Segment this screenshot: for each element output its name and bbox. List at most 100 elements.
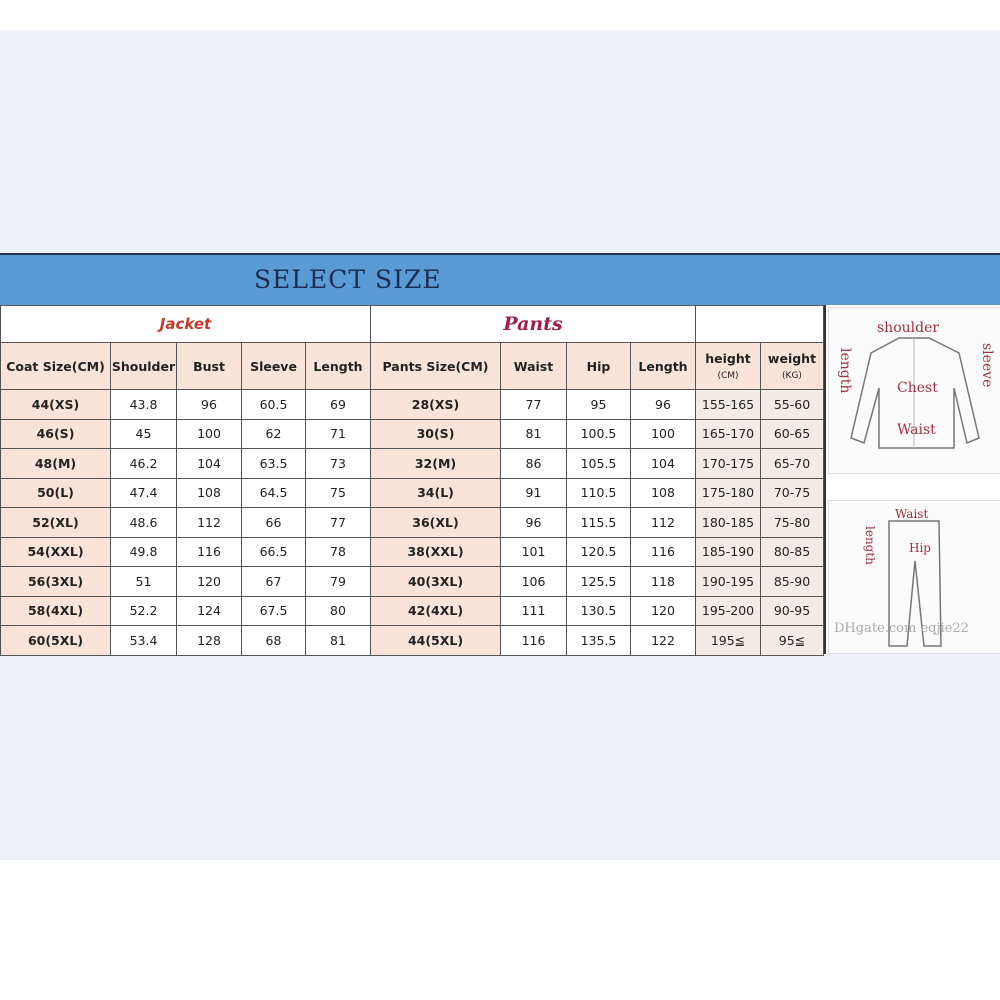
- jacket-cell: 46.2: [110, 448, 177, 479]
- coat-size-cell: 48(M): [0, 448, 111, 479]
- table-row: 56(3XL) 51 120 67 79 40(3XL) 106 125.5 118 190-19…: [0, 566, 824, 597]
- coat-size-cell: 52(XL): [0, 507, 111, 538]
- jacket-section-header: Jacket: [0, 305, 371, 343]
- chest-label: Chest: [897, 380, 938, 396]
- pants-diagram: Waist length Hip DHgate.com eqjie22: [828, 500, 1000, 654]
- column-header: Sleeve: [241, 342, 306, 390]
- jacket-cell: 45: [110, 418, 177, 449]
- weight-cell: 90-95: [760, 595, 824, 626]
- height-cell: 190-195: [695, 566, 761, 597]
- pants-cell: 105.5: [566, 448, 631, 479]
- measurement-diagrams: shoulder length sleeve Chest Waist Waist…: [824, 305, 1000, 654]
- jacket-cell: 124: [176, 595, 242, 626]
- column-header: Hip: [566, 342, 631, 390]
- height-cell: 170-175: [695, 448, 761, 479]
- jacket-cell: 66.5: [241, 536, 306, 567]
- pants-cell: 77: [500, 389, 567, 420]
- coat-size-cell: 44(XS): [0, 389, 111, 420]
- jacket-cell: 67: [241, 566, 306, 597]
- jacket-cell: 80: [305, 595, 371, 626]
- pants-size-cell: 36(XL): [370, 507, 501, 538]
- coat-size-cell: 50(L): [0, 477, 111, 508]
- jacket-cell: 51: [110, 566, 177, 597]
- pants-size-cell: 34(L): [370, 477, 501, 508]
- pants-section-header: Pants: [370, 305, 696, 343]
- pants-cell: 108: [630, 477, 696, 508]
- coat-size-cell: 60(5XL): [0, 625, 111, 656]
- height-cell: 155-165: [695, 389, 761, 420]
- weight-cell: 80-85: [760, 536, 824, 567]
- pants-cell: 125.5: [566, 566, 631, 597]
- pants-size-cell: 42(4XL): [370, 595, 501, 626]
- pants-cell: 81: [500, 418, 567, 449]
- jacket-cell: 43.8: [110, 389, 177, 420]
- column-header: Bust: [176, 342, 242, 390]
- jacket-cell: 69: [305, 389, 371, 420]
- height-cell: 180-185: [695, 507, 761, 538]
- height-cell: 175-180: [695, 477, 761, 508]
- pants-cell: 104: [630, 448, 696, 479]
- pants-size-cell: 28(XS): [370, 389, 501, 420]
- column-header: Coat Size(CM): [0, 342, 111, 390]
- header-unit: (CM): [717, 371, 739, 381]
- coat-size-cell: 58(4XL): [0, 595, 111, 626]
- pants-cell: 120: [630, 595, 696, 626]
- height-cell: 195≦: [695, 625, 761, 656]
- pants-cell: 95: [566, 389, 631, 420]
- pants-waist-label: Waist: [895, 507, 929, 521]
- jacket-cell: 116: [176, 536, 242, 567]
- table-row: 46(S) 45 100 62 71 30(S) 81 100.5 100 165-170 60-6…: [0, 418, 824, 449]
- table-row: 54(XXL) 49.8 116 66.5 78 38(XXL) 101 120.5 116 18…: [0, 536, 824, 567]
- pants-size-cell: 30(S): [370, 418, 501, 449]
- jacket-illustration: [850, 337, 980, 449]
- weight-cell: 65-70: [760, 448, 824, 479]
- pants-cell: 100: [630, 418, 696, 449]
- jacket-cell: 66: [241, 507, 306, 538]
- jacket-cell: 128: [176, 625, 242, 656]
- column-header: Length: [305, 342, 371, 390]
- watermark: DHgate.com eqjie22: [834, 621, 969, 636]
- jacket-cell: 73: [305, 448, 371, 479]
- jacket-cell: 120: [176, 566, 242, 597]
- jacket-cell: 100: [176, 418, 242, 449]
- jacket-cell: 79: [305, 566, 371, 597]
- jacket-cell: 49.8: [110, 536, 177, 567]
- jacket-cell: 81: [305, 625, 371, 656]
- length-label: length: [837, 348, 853, 394]
- jacket-cell: 67.5: [241, 595, 306, 626]
- pants-cell: 110.5: [566, 477, 631, 508]
- column-header: height (CM): [695, 342, 761, 390]
- jacket-cell: 48.6: [110, 507, 177, 538]
- pants-length-label: length: [863, 526, 877, 565]
- table-row: 52(XL) 48.6 112 66 77 36(XL) 96 115.5 112 180-185…: [0, 507, 824, 538]
- pants-cell: 100.5: [566, 418, 631, 449]
- title-banner: SELECT SIZE: [0, 253, 1000, 307]
- pants-size-cell: 32(M): [370, 448, 501, 479]
- coat-size-cell: 46(S): [0, 418, 111, 449]
- size-table: Jacket Pants Coat Size(CM) Shoulder Bust Sle…: [0, 305, 824, 656]
- jacket-cell: 108: [176, 477, 242, 508]
- jacket-diagram: shoulder length sleeve Chest Waist: [828, 307, 1000, 474]
- jacket-cell: 68: [241, 625, 306, 656]
- pants-cell: 96: [630, 389, 696, 420]
- weight-cell: 55-60: [760, 389, 824, 420]
- pants-cell: 101: [500, 536, 567, 567]
- sleeve-label: sleeve: [979, 343, 995, 388]
- table-row: 58(4XL) 52.2 124 67.5 80 42(4XL) 111 130.5 120 19…: [0, 595, 824, 626]
- hip-label: Hip: [909, 541, 931, 555]
- jacket-cell: 96: [176, 389, 242, 420]
- pants-cell: 111: [500, 595, 567, 626]
- table-row: 50(L) 47.4 108 64.5 75 34(L) 91 110.5 108 175-180…: [0, 477, 824, 508]
- page-title: SELECT SIZE: [254, 265, 442, 294]
- column-header: Length: [630, 342, 696, 390]
- pants-illustration: [888, 520, 942, 647]
- jacket-cell: 112: [176, 507, 242, 538]
- jacket-cell: 63.5: [241, 448, 306, 479]
- weight-cell: 85-90: [760, 566, 824, 597]
- jacket-cell: 60.5: [241, 389, 306, 420]
- table-row: 48(M) 46.2 104 63.5 73 32(M) 86 105.5 104 170-175…: [0, 448, 824, 479]
- pants-cell: 116: [500, 625, 567, 656]
- pants-cell: 116: [630, 536, 696, 567]
- shoulder-label: shoulder: [877, 320, 940, 336]
- column-header: Shoulder: [110, 342, 177, 390]
